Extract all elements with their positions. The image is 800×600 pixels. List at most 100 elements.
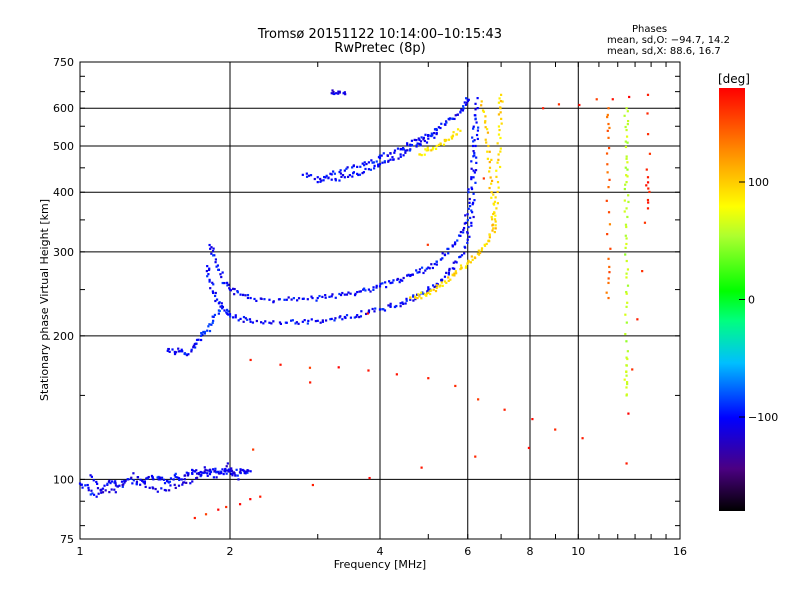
data-point — [475, 161, 478, 165]
data-point — [473, 114, 476, 117]
data-point — [152, 487, 155, 490]
data-point — [426, 146, 429, 149]
data-point — [417, 137, 420, 140]
data-point — [307, 319, 310, 322]
data-point — [178, 350, 182, 353]
data-point — [221, 281, 224, 285]
data-point — [249, 296, 252, 300]
data-point — [330, 173, 333, 176]
data-point — [243, 470, 246, 473]
data-point — [476, 107, 479, 110]
data-point — [279, 322, 283, 325]
data-point — [268, 321, 271, 324]
data-point — [474, 144, 477, 148]
data-point — [409, 273, 412, 277]
data-point — [450, 137, 454, 140]
data-point — [627, 194, 630, 197]
data-point — [340, 175, 343, 178]
data-point — [366, 312, 369, 315]
data-point — [236, 474, 239, 477]
data-point — [626, 284, 630, 287]
data-point — [223, 281, 226, 285]
data-point — [185, 354, 189, 357]
data-point — [498, 165, 502, 169]
data-point — [89, 474, 92, 477]
data-point — [166, 349, 169, 352]
data-point — [429, 292, 432, 296]
data-point — [234, 314, 237, 317]
data-point — [208, 329, 212, 333]
data-point — [368, 476, 371, 480]
data-point — [387, 304, 390, 307]
series-isolated-high — [330, 89, 347, 96]
data-point — [341, 174, 345, 177]
data-point — [130, 476, 133, 479]
data-point — [433, 285, 436, 289]
data-point — [238, 503, 242, 506]
data-point — [246, 471, 249, 474]
data-point — [367, 309, 371, 312]
data-point — [474, 169, 478, 172]
data-point — [208, 278, 211, 281]
data-point — [334, 317, 337, 320]
data-point — [214, 261, 217, 264]
data-point — [232, 471, 236, 474]
data-point — [329, 172, 332, 175]
data-point — [417, 293, 420, 296]
data-point — [606, 115, 609, 119]
data-point — [459, 230, 462, 234]
data-point — [492, 203, 496, 206]
data-point — [491, 229, 494, 232]
data-point — [476, 129, 480, 132]
data-point — [462, 228, 465, 232]
data-point — [554, 428, 557, 431]
data-point — [96, 487, 100, 490]
data-point — [427, 291, 430, 295]
data-point — [409, 144, 412, 147]
data-point — [310, 295, 313, 298]
data-point — [89, 493, 92, 496]
data-point — [454, 270, 457, 273]
data-point — [237, 319, 240, 322]
data-point — [207, 268, 211, 272]
data-point — [233, 293, 236, 296]
data-point — [485, 141, 488, 144]
data-point — [451, 117, 454, 120]
data-point — [499, 147, 502, 150]
data-point — [380, 154, 383, 157]
data-point — [330, 317, 333, 321]
data-point — [316, 181, 319, 184]
data-point — [206, 329, 209, 332]
data-point — [435, 286, 438, 290]
data-point — [469, 261, 472, 264]
data-point — [166, 480, 169, 483]
data-point — [628, 95, 631, 99]
data-point — [430, 263, 433, 266]
data-point — [406, 274, 409, 277]
data-point — [197, 338, 200, 341]
data-point — [217, 302, 220, 305]
data-point — [385, 286, 388, 289]
data-point — [471, 136, 474, 139]
data-point — [465, 101, 469, 104]
data-point — [425, 292, 429, 295]
data-point — [425, 141, 429, 144]
data-point — [309, 174, 313, 177]
series-x-mode-upper-branch — [480, 100, 497, 234]
colorbar-tick-label: 0 — [748, 294, 755, 307]
data-point — [451, 274, 454, 277]
x-tick-label: 8 — [527, 545, 534, 558]
data-point — [453, 241, 457, 244]
data-point — [321, 319, 324, 322]
data-point — [401, 279, 404, 282]
data-point — [456, 113, 459, 116]
data-point — [230, 467, 233, 470]
data-point — [190, 348, 193, 351]
data-point — [427, 377, 430, 380]
data-point — [160, 487, 163, 490]
data-point — [427, 286, 430, 289]
data-point — [310, 318, 313, 321]
axis-ticks: 1 2 4 6 8 10 16 75 100 200 300 400 500 600 750 — [53, 56, 687, 558]
data-point — [477, 253, 481, 256]
data-point — [437, 126, 440, 129]
